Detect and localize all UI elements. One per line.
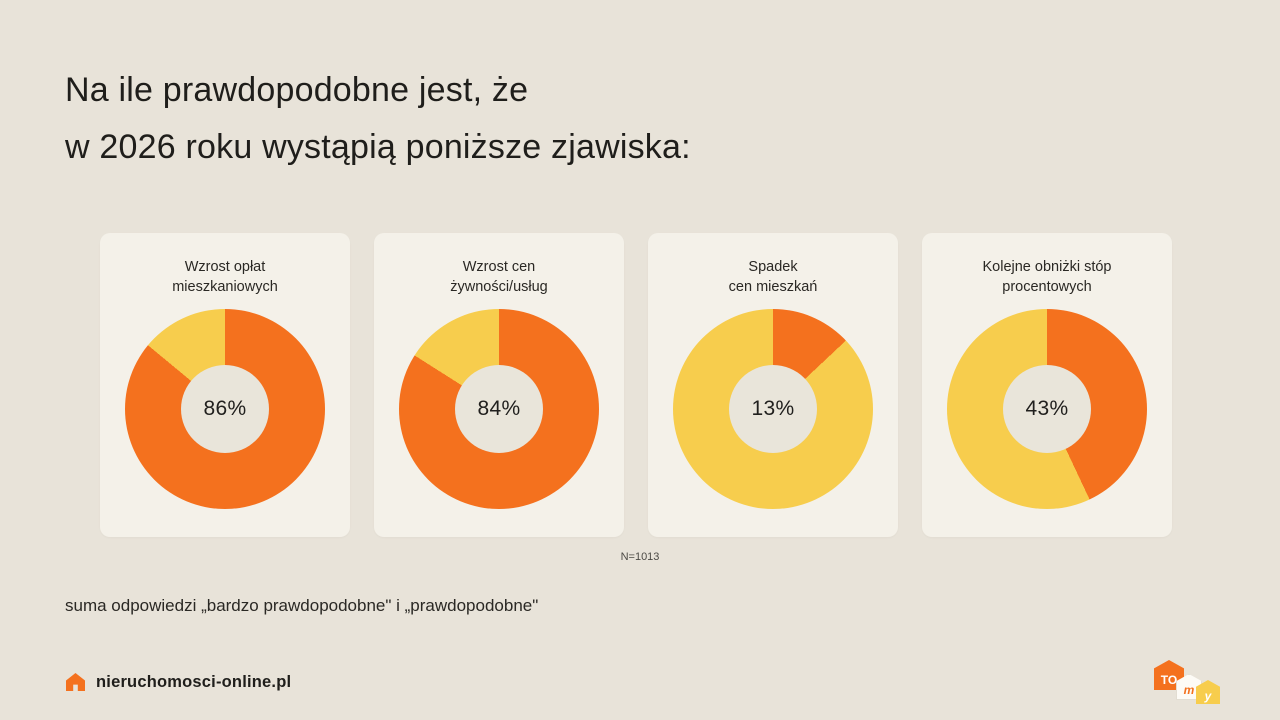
donut-center-label: 84% — [455, 365, 543, 453]
page-title-line2: w 2026 roku wystąpią poniższe zjawiska: — [65, 128, 691, 166]
donut-center-label: 13% — [729, 365, 817, 453]
chart-card-wzrost-oplat: Wzrost opłat mieszkaniowych 86% — [100, 233, 350, 537]
sample-size-note: N=1013 — [620, 551, 660, 563]
donut-chart: 86% — [125, 309, 325, 509]
chart-title: Wzrost cen żywności/usług — [450, 259, 548, 295]
chart-title: Kolejne obniżki stóp procentowych — [982, 259, 1112, 295]
donut-chart: 84% — [399, 309, 599, 509]
tomy-logo: TO m y — [1152, 660, 1222, 708]
chart-title: Wzrost opłat mieszkaniowych — [172, 259, 278, 295]
donut-chart: 13% — [673, 309, 873, 509]
house-icon — [65, 672, 86, 692]
chart-card-spadek-cen: Spadek cen mieszkań 13% — [648, 233, 898, 537]
donut-center-label: 86% — [181, 365, 269, 453]
methodology-caption: suma odpowiedzi „bardzo prawdopodobne" i… — [65, 596, 539, 615]
chart-card-wzrost-cen: Wzrost cen żywności/usług 84% — [374, 233, 624, 537]
footer-brand-text: nieruchomosci-online.pl — [96, 672, 292, 691]
donut-center-label: 43% — [1003, 365, 1091, 453]
chart-title: Spadek cen mieszkań — [728, 259, 818, 295]
footer-brand: nieruchomosci-online.pl — [65, 672, 291, 692]
donut-chart: 43% — [947, 309, 1147, 509]
chart-card-obnizki-stop: Kolejne obniżki stóp procentowych 43% — [922, 233, 1172, 537]
page-title: Na ile prawdopodobne jest, że w 2026 rok… — [65, 62, 691, 176]
page-title-line1: Na ile prawdopodobne jest, że — [65, 71, 529, 109]
charts-row: Wzrost opłat mieszkaniowych 86% Wzrost c… — [100, 233, 1172, 537]
